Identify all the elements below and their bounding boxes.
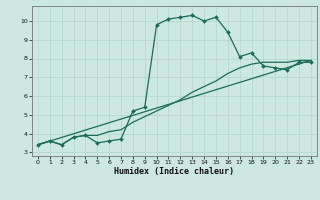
X-axis label: Humidex (Indice chaleur): Humidex (Indice chaleur) [115, 167, 234, 176]
